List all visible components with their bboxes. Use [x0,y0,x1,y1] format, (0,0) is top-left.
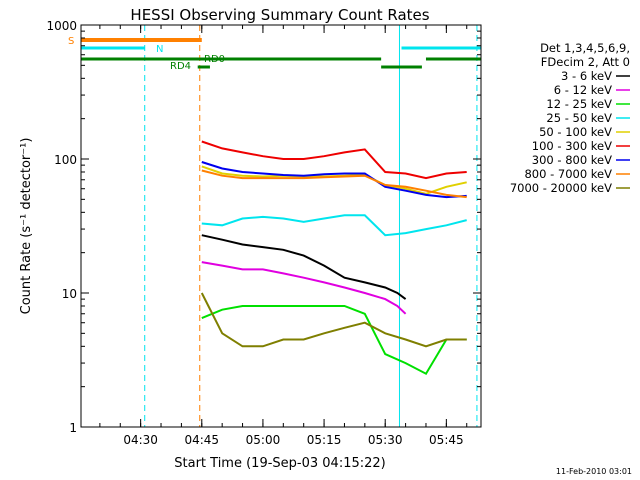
legend-label-4: 50 - 100 keV [539,125,612,139]
y-tick-label-2: 100 [54,153,77,167]
series-line-0 [201,234,407,300]
legend-label-5: 100 - 300 keV [532,139,612,153]
flag-label-0: S [68,36,74,47]
x-tick-label-3: 05:15 [307,433,342,447]
series-line-1 [201,261,407,315]
chart-title: HESSI Observing Summary Count Rates [130,6,429,24]
flag-label-1: N [156,44,163,55]
flag-label-3: RD4 [170,61,191,72]
legend-label-7: 800 - 7000 keV [524,167,612,181]
series-line-8 [200,292,467,348]
legend-label-6: 300 - 800 keV [532,153,612,167]
legend-label-3: 25 - 50 keV [546,111,612,125]
flag-label-2: RD0 [204,54,225,65]
legend-label-0: 3 - 6 keV [561,69,612,83]
y-axis-label: Count Rate (s⁻¹ detector⁻¹) [19,138,34,315]
y-tick-label-3: 1000 [46,19,77,33]
x-tick-label-2: 05:00 [246,433,281,447]
legend-label-8: 7000 - 20000 keV [510,181,612,195]
legend-header-line-1: Det 1,3,4,5,6,9, [540,41,630,55]
series-line-2 [201,305,467,376]
legend-header-line-2: FDecim 2, Att 0 [541,55,630,69]
x-tick-label-1: 04:45 [184,433,219,447]
x-axis-label: Start Time (19-Sep-03 04:15:22) [174,456,385,471]
y-tick-label-0: 1 [69,421,77,435]
footer-date: 11-Feb-2010 03:01 [556,467,632,476]
legend-label-2: 12 - 25 keV [546,97,612,111]
plot-layer: S N RD0 RD4 [68,25,481,427]
series-line-3 [201,214,467,237]
x-tick-label-4: 05:30 [368,433,403,447]
y-tick-label-1: 10 [62,287,77,301]
legend-label-1: 6 - 12 keV [554,83,612,97]
x-tick-label-5: 05:45 [429,433,464,447]
axis-layer: 1 10 100 1000 04:30 04:45 05:00 05:15 05:30 05:45 [46,19,482,447]
series-line-5 [201,140,467,180]
plot-frame [80,24,482,428]
x-tick-label-0: 04:30 [123,433,158,447]
series-line-7 [201,169,467,199]
series-line-6 [201,161,467,199]
series-line-4 [201,165,467,195]
